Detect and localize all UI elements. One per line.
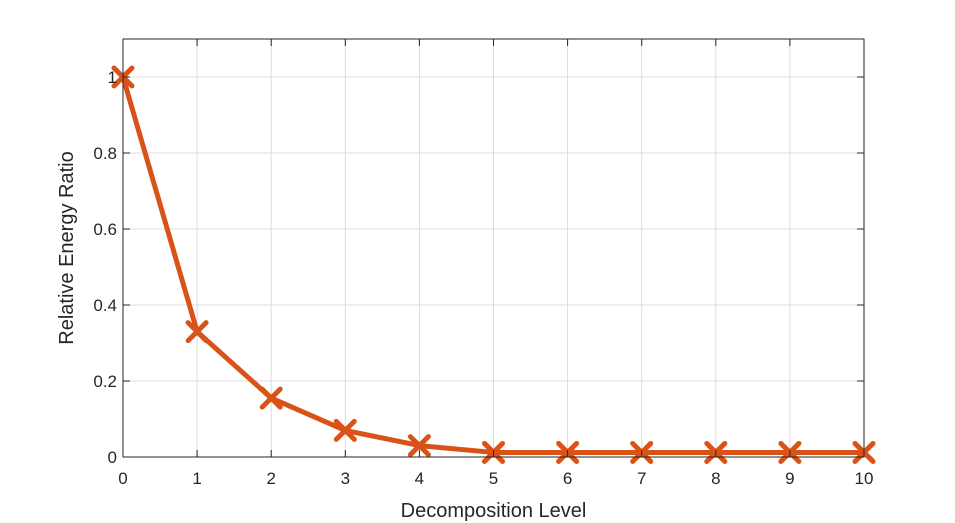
- y-tick-label: 0.4: [93, 296, 117, 315]
- x-tick-label: 5: [489, 469, 498, 488]
- y-tick-label: 0.2: [93, 372, 117, 391]
- x-tick-label: 2: [266, 469, 275, 488]
- x-tick-labels: 0 1 2 3 4 5 6 7 8 9 10: [118, 469, 873, 488]
- marker-stroke: [185, 320, 209, 344]
- marker-stroke: [259, 386, 283, 410]
- data-point-marker: [333, 418, 357, 442]
- x-tick-label: 8: [711, 469, 720, 488]
- y-tick-label: 1: [108, 68, 117, 87]
- y-tick-labels: 0 0.2 0.4 0.6 0.8 1: [93, 68, 117, 467]
- data-point-marker: [407, 434, 431, 458]
- y-tick-label: 0.6: [93, 220, 117, 239]
- y-tick-label: 0.8: [93, 144, 117, 163]
- y-tick-label: 0: [108, 448, 117, 467]
- marker-stroke: [333, 418, 357, 442]
- x-tick-label: 1: [192, 469, 201, 488]
- x-tick-label: 4: [415, 469, 424, 488]
- x-tick-label: 0: [118, 469, 127, 488]
- y-axis-title: Relative Energy Ratio: [56, 151, 78, 344]
- marker-stroke: [407, 434, 431, 458]
- x-tick-label: 10: [855, 469, 874, 488]
- data-point-marker: [259, 386, 283, 410]
- x-tick-label: 6: [563, 469, 572, 488]
- tick-marks: [122, 39, 865, 458]
- data-point-marker: [185, 320, 209, 344]
- x-tick-label: 7: [637, 469, 646, 488]
- x-tick-label: 3: [341, 469, 350, 488]
- x-axis-title: Decomposition Level: [401, 500, 587, 522]
- x-tick-label: 9: [785, 469, 794, 488]
